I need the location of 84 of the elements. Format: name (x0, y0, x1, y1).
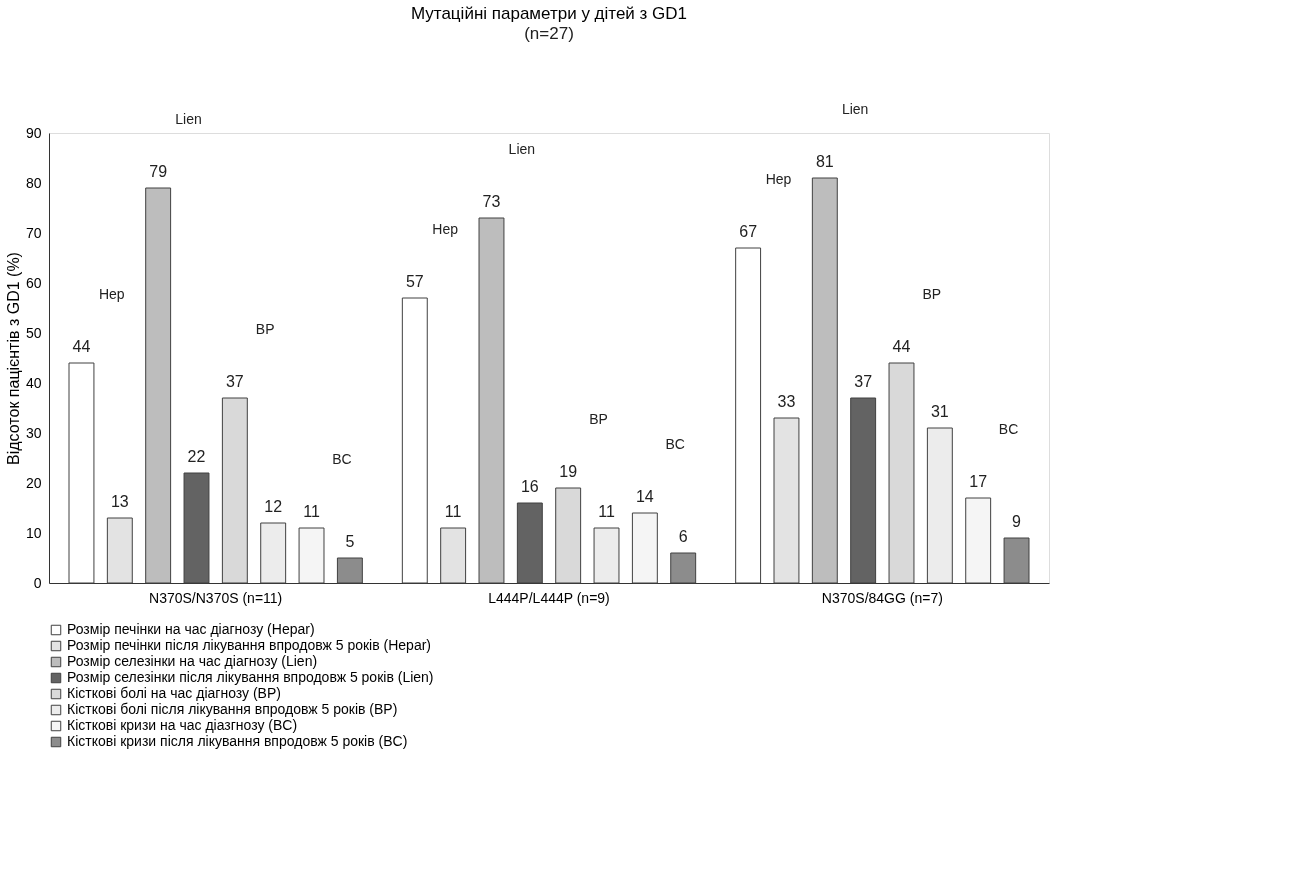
annotation: Hep (98, 286, 125, 302)
legend-label: Кісткові болі після лікування впродовж 5 років (BP) (67, 701, 398, 717)
bar (1003, 537, 1030, 584)
data-label: 37 (854, 373, 873, 390)
y-tick-label: 90 (25, 124, 42, 141)
text: Lien (841, 101, 869, 117)
data-label: 81 (815, 153, 834, 170)
bar (670, 552, 697, 584)
data-label: 11 (444, 503, 462, 520)
bar (401, 297, 428, 584)
bar (631, 512, 658, 584)
chart-title: Мутаційні параметри у дітей з GD1 (410, 4, 688, 23)
annotation: BP (255, 321, 275, 337)
data-label: 9 (1012, 513, 1022, 530)
annotation: BP (589, 411, 608, 427)
bar (440, 527, 467, 584)
bar (478, 217, 505, 584)
y-tick-label: 20 (25, 474, 42, 491)
y-tick-label: 60 (25, 274, 42, 291)
data-label: 67 (739, 223, 758, 240)
data-label: 16 (520, 478, 539, 495)
text: Lien (175, 111, 202, 127)
data-label: 19 (559, 463, 578, 480)
data-label: 79 (149, 163, 168, 180)
data-label: 22 (187, 448, 206, 465)
annotation: Lien (508, 141, 536, 157)
bar (555, 487, 582, 584)
bar (773, 417, 800, 584)
data-label: 57 (405, 273, 424, 290)
x-tick-label: L444P/L444P (n=9) (488, 589, 610, 606)
legend-label: Кісткові болі на час діагнозу (BP) (67, 685, 281, 701)
data-label: 17 (969, 473, 988, 490)
bar (68, 362, 95, 584)
legend-label: Кісткові кризи на час діазгнозу (BC) (67, 717, 298, 733)
data-label: 44 (72, 338, 91, 355)
y-tick-label: 30 (25, 424, 42, 441)
bar (260, 522, 287, 584)
bar (183, 472, 210, 584)
bar (336, 557, 363, 584)
bar (221, 397, 248, 584)
y-tick-label: 10 (25, 524, 42, 541)
data-label: 73 (482, 193, 501, 210)
bar (926, 427, 953, 584)
bar (106, 517, 133, 584)
annotation: BC (665, 436, 685, 452)
data-label: 37 (225, 373, 244, 390)
bar (888, 362, 915, 584)
y-tick-label: 40 (25, 374, 42, 391)
bar (811, 177, 838, 584)
annotation: BP (922, 286, 942, 302)
y-axis-title: Відсоток пацієнтів з GD1 (%) (4, 252, 22, 465)
x-tick-label: N370S/N370S (n=11) (149, 589, 283, 606)
data-label: 13 (110, 493, 129, 510)
legend-label: Розмір печінки на час діагнозу (Hepar) (67, 621, 315, 637)
annotation: BC (998, 421, 1019, 437)
chart-subtitle: (n=27) (524, 24, 574, 43)
x-tick-label: N370S/84GG (n=7) (821, 589, 943, 606)
data-label: 11 (598, 503, 615, 520)
y-tick-label: 80 (25, 174, 42, 191)
bar (735, 247, 762, 584)
y-tick-label: 50 (25, 324, 42, 341)
annotation: Hep (765, 171, 792, 187)
data-label: 6 (678, 528, 688, 545)
bar (516, 502, 543, 584)
bar (965, 497, 992, 584)
bar (145, 187, 172, 584)
legend-label: Розмір селезінки на час діагнозу (Lien) (67, 653, 318, 669)
annotation: BC (332, 451, 352, 467)
data-label: 11 (303, 503, 320, 520)
y-tick-label: 70 (25, 224, 42, 241)
data-label: 31 (930, 403, 949, 420)
bar (850, 397, 877, 584)
y-tick-label: 0 (33, 574, 42, 591)
data-label: 44 (892, 338, 911, 355)
data-label: 5 (345, 533, 355, 550)
bar (593, 527, 620, 584)
legend-label: Розмір печінки після лікування впродовж 5 років (Hepar) (67, 637, 431, 653)
legend-label: Кісткові кризи після лікування впродовж 5 років (BC) (67, 733, 408, 749)
legend-label: Розмір селезінки після лікування впродовж 5 років (Lien) (67, 669, 434, 685)
data-label: 33 (777, 393, 796, 410)
annotation: Hep (432, 221, 459, 237)
data-label: 12 (264, 498, 283, 515)
data-label: 14 (635, 488, 654, 505)
bar (298, 527, 325, 584)
